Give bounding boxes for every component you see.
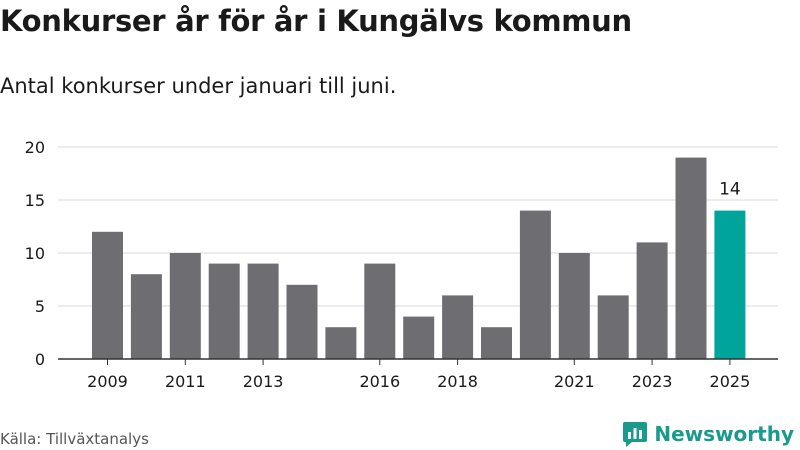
bar-2012 xyxy=(208,263,240,359)
bar-2015 xyxy=(325,327,357,359)
bar-2010 xyxy=(130,274,162,359)
x-tick-label: 2021 xyxy=(554,372,595,391)
x-tick-label: 2011 xyxy=(165,372,206,391)
x-tick-label: 2018 xyxy=(437,372,478,391)
bar-2023 xyxy=(636,242,668,359)
x-tick-label: 2016 xyxy=(359,372,400,391)
bar-2014 xyxy=(286,284,318,359)
source-note: Källa: Tillväxtanalys xyxy=(0,430,149,448)
x-tick-label: 2013 xyxy=(243,372,284,391)
y-tick-label: 5 xyxy=(35,297,45,316)
bar-2022 xyxy=(597,295,629,359)
chart-title: Konkurser år för år i Kungälvs kommun xyxy=(0,4,632,38)
y-tick-label: 15 xyxy=(25,191,45,210)
bar-2018 xyxy=(442,295,474,359)
bar-2019 xyxy=(481,327,512,359)
chart-subtitle: Antal konkurser under januari till juni. xyxy=(0,74,397,98)
bar-2021 xyxy=(558,253,590,359)
grid-lines xyxy=(58,146,778,307)
x-tick-label: 2009 xyxy=(87,372,128,391)
y-axis-tick-labels: 0 5 10 15 20 xyxy=(25,138,45,369)
data-labels: 14 xyxy=(719,180,741,200)
bar-2025 xyxy=(714,210,746,359)
bars xyxy=(92,157,746,359)
bar-2020 xyxy=(519,210,551,359)
bar-2011 xyxy=(169,253,201,359)
bar-2024 xyxy=(675,157,707,359)
y-tick-label: 10 xyxy=(25,244,45,263)
bar-2009 xyxy=(92,231,123,359)
x-tick-label: 2025 xyxy=(710,372,751,391)
bar-2017 xyxy=(403,316,435,359)
y-tick-label: 20 xyxy=(25,138,45,157)
bar-chart: 0 5 10 15 20 14 2009 2011 2013 2016 2018 2021 2023… xyxy=(25,138,778,391)
y-tick-label: 0 xyxy=(35,350,45,369)
newsworthy-logo-icon xyxy=(623,422,648,447)
brand-name: Newsworthy xyxy=(654,422,794,446)
bar-2016 xyxy=(364,263,396,359)
x-tick-label: 2023 xyxy=(632,372,673,391)
brand-logo: Newsworthy xyxy=(622,420,794,448)
bar-2013 xyxy=(247,263,279,359)
data-label-2025: 14 xyxy=(719,180,741,200)
x-axis-ticks: 2009 2011 2013 2016 2018 2021 2023 2025 xyxy=(87,359,750,391)
